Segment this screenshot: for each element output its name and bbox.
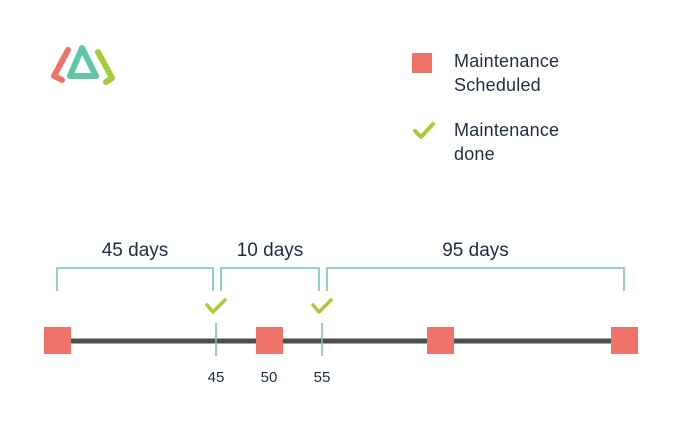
- interval-label: 95 days: [442, 240, 509, 261]
- legend-done-label: Maintenance done: [454, 120, 560, 164]
- done-check-icon: [311, 298, 333, 314]
- scheduled-marker: [44, 327, 71, 354]
- interval-bracket: [326, 267, 625, 291]
- scheduled-marker: [611, 327, 638, 354]
- interval-label: 10 days: [237, 240, 304, 261]
- logo-left-stroke: [51, 47, 71, 83]
- legend-scheduled-label: Maintenance Scheduled: [454, 51, 560, 95]
- legend-done: Maintenance done: [412, 118, 559, 166]
- scheduled-marker: [427, 327, 454, 354]
- done-check-icon: [205, 298, 227, 314]
- check-icon: [413, 122, 435, 139]
- legend-scheduled: Maintenance Scheduled: [412, 49, 559, 97]
- interval-bracket: [56, 267, 214, 291]
- interval-label: 45 days: [102, 240, 169, 261]
- scheduled-square-icon: [412, 53, 432, 73]
- interval-bracket: [220, 267, 320, 291]
- tick-label: 55: [314, 369, 331, 386]
- scheduled-marker: [256, 327, 283, 354]
- logo-right-stroke: [95, 49, 115, 85]
- tick-label: 45: [208, 369, 225, 386]
- tick-label: 50: [261, 369, 278, 386]
- logo-center-triangle: [67, 45, 99, 79]
- brand-logo: [51, 45, 115, 85]
